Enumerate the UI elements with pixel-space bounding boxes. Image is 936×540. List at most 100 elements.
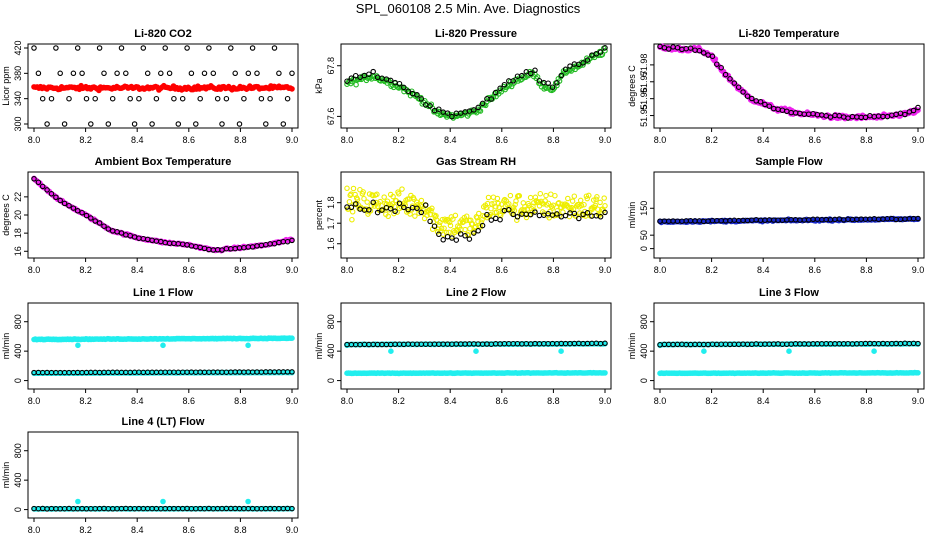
x-tick-label: 8.6 [809,135,822,145]
data-point [549,205,556,211]
data-point [554,80,560,86]
data-point [507,192,514,199]
data-point [902,111,908,118]
data-point [910,107,917,114]
data-point [228,45,234,51]
data-point [497,85,503,92]
data-point [476,210,482,217]
data-point [66,95,72,102]
data-point [70,70,77,77]
x-tick-label: 9.0 [599,135,612,145]
x-tick-label: 8.4 [444,396,457,406]
y-tick-label: 1.6 [326,237,336,250]
x-tick-label: 8.4 [131,265,144,275]
data-point [584,57,591,63]
plot-frame [340,43,612,129]
data-point [532,209,538,215]
data-point [188,70,195,77]
data-point [540,80,546,87]
data-point [450,216,456,222]
data-point [523,69,530,75]
data-point [418,96,425,102]
data-point [210,70,217,77]
data-point [510,211,516,218]
x-tick-label: 8.8 [547,135,560,145]
data-point [44,121,50,127]
y-axis-label: kPa [314,78,324,94]
x-tick-label: 8.6 [496,396,509,406]
x-tick-label: 8.8 [547,265,560,275]
data-point [709,53,716,60]
data-point [418,209,425,216]
data-point [514,214,521,220]
data-point [344,185,350,192]
data-point [436,231,442,238]
x-tick-label: 8.0 [341,135,354,145]
data-point [462,226,468,233]
data-point [578,202,585,209]
data-point [749,95,755,102]
data-point [348,75,355,81]
data-point [601,195,607,201]
data-point [722,71,729,78]
data-point [366,71,372,77]
data-point [766,103,773,109]
data-point [744,93,751,99]
data-point [915,215,921,222]
y-tick-label: 800 [13,443,23,458]
data-point [289,70,295,77]
x-tick-label: 8.8 [860,265,873,275]
data-point [105,121,112,127]
data-point [571,210,578,217]
data-point [508,83,515,90]
series-raw [344,45,608,120]
data-point [405,88,411,94]
x-tick-label: 8.6 [183,396,196,406]
data-point [374,191,380,198]
data-point [427,218,433,225]
plot-frame [653,171,925,259]
data-point [550,202,556,209]
data-point [348,204,355,211]
data-point [162,45,168,51]
data-point [105,226,112,232]
data-point [75,498,81,505]
data-point [593,196,599,203]
data-point [83,95,90,102]
data-point [39,95,46,102]
data-point [370,68,376,75]
data-point [53,45,59,51]
data-point [364,199,370,205]
x-tick-label: 8.4 [444,135,457,145]
data-point [109,95,116,102]
data-point [354,196,361,203]
data-point [506,207,512,213]
x-tick-label: 8.6 [183,135,196,145]
y-tick-label: 400 [639,344,649,359]
data-point [219,121,225,127]
data-point [381,194,387,200]
data-point [276,70,282,77]
x-tick-label: 8.0 [654,396,667,406]
data-point [57,70,63,77]
y-tick-label: 400 [13,473,23,488]
data-point [245,70,252,77]
data-point [53,194,59,201]
data-point [532,67,538,74]
y-tick-label: 0 [13,507,23,512]
data-point [79,209,85,216]
data-point [390,193,396,200]
data-point [665,46,672,52]
data-point [727,76,733,82]
data-point [871,348,877,355]
series-average [657,43,921,122]
data-point [583,193,590,199]
y-tick-label: 16 [13,246,23,256]
data-point [602,370,608,376]
data-point [527,70,534,77]
data-point [453,237,460,243]
data-point [536,212,543,219]
y-tick-label: 51.95 [639,104,649,127]
y-tick-label: 400 [13,344,23,359]
